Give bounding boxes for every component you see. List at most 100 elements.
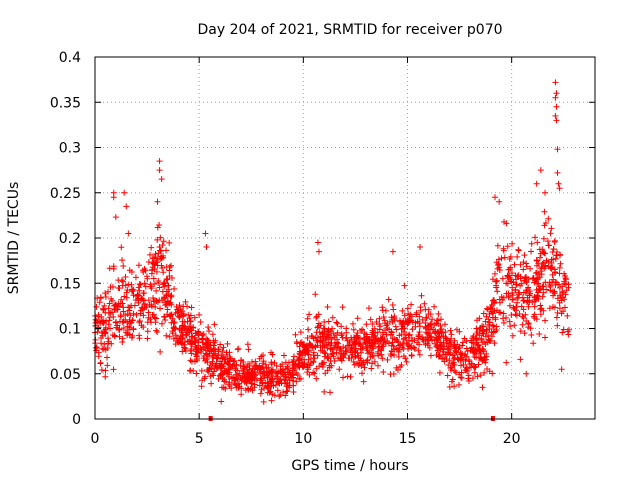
data-point bbox=[468, 345, 475, 352]
data-point bbox=[561, 278, 568, 285]
data-point bbox=[133, 311, 140, 318]
data-point bbox=[102, 373, 109, 380]
data-point bbox=[108, 295, 115, 302]
data-point bbox=[477, 372, 484, 379]
data-point bbox=[198, 383, 205, 390]
data-point bbox=[451, 383, 458, 390]
data-point bbox=[271, 392, 278, 399]
data-point bbox=[312, 343, 319, 350]
data-point bbox=[336, 345, 343, 352]
data-point bbox=[321, 342, 328, 349]
data-point bbox=[335, 355, 342, 362]
data-point bbox=[346, 355, 353, 362]
data-point bbox=[542, 279, 549, 286]
data-point bbox=[97, 294, 104, 301]
data-point bbox=[105, 321, 112, 328]
data-point bbox=[262, 361, 269, 368]
data-point bbox=[394, 337, 401, 344]
data-point bbox=[304, 315, 311, 322]
data-point bbox=[130, 286, 137, 293]
data-point bbox=[483, 313, 490, 320]
data-point bbox=[492, 278, 499, 285]
data-point bbox=[249, 374, 256, 381]
data-point bbox=[94, 328, 101, 335]
data-point bbox=[505, 293, 512, 300]
data-point bbox=[248, 358, 255, 365]
data-point bbox=[166, 300, 173, 307]
data-point bbox=[514, 273, 521, 280]
data-point bbox=[161, 280, 168, 287]
data-point bbox=[556, 185, 563, 192]
data-point bbox=[564, 312, 571, 319]
y-axis-label: SRMTID / TECUs bbox=[6, 182, 22, 295]
data-point bbox=[316, 363, 323, 370]
data-point bbox=[338, 323, 345, 330]
data-point bbox=[162, 317, 169, 324]
data-point bbox=[554, 169, 561, 176]
data-point bbox=[187, 340, 194, 347]
data-point bbox=[483, 305, 490, 312]
data-point bbox=[473, 325, 480, 332]
data-point bbox=[521, 252, 528, 259]
data-point bbox=[399, 307, 406, 314]
data-point bbox=[556, 299, 563, 306]
data-point bbox=[197, 318, 204, 325]
data-point bbox=[149, 311, 156, 318]
data-point bbox=[451, 367, 458, 374]
data-point bbox=[360, 359, 367, 366]
data-point bbox=[474, 373, 481, 380]
data-point bbox=[359, 359, 366, 366]
data-point bbox=[153, 287, 160, 294]
data-point bbox=[327, 328, 334, 335]
data-point bbox=[187, 367, 194, 374]
data-point bbox=[274, 387, 281, 394]
data-point bbox=[535, 295, 542, 302]
data-point bbox=[540, 307, 547, 314]
data-point bbox=[279, 370, 286, 377]
data-point bbox=[527, 265, 534, 272]
data-point bbox=[275, 368, 282, 375]
data-point bbox=[424, 334, 431, 341]
data-point bbox=[259, 364, 266, 371]
data-point bbox=[188, 327, 195, 334]
data-point bbox=[124, 287, 131, 294]
data-point bbox=[98, 340, 105, 347]
data-point bbox=[551, 290, 558, 297]
data-point bbox=[374, 338, 381, 345]
data-point bbox=[421, 300, 428, 307]
data-point bbox=[217, 358, 223, 365]
data-point bbox=[523, 263, 530, 270]
data-point bbox=[379, 355, 386, 362]
data-point bbox=[136, 280, 143, 287]
data-point bbox=[355, 361, 362, 368]
data-point bbox=[156, 167, 163, 174]
data-point bbox=[136, 317, 143, 324]
data-point bbox=[427, 352, 434, 359]
data-point bbox=[371, 358, 378, 365]
data-point bbox=[304, 361, 311, 368]
data-point bbox=[418, 292, 425, 299]
data-point bbox=[219, 371, 226, 378]
data-point bbox=[517, 275, 524, 282]
data-point bbox=[359, 326, 366, 333]
data-point bbox=[155, 279, 162, 286]
data-point bbox=[471, 353, 478, 360]
data-point bbox=[540, 259, 547, 266]
data-point bbox=[381, 317, 388, 324]
data-point bbox=[267, 378, 274, 385]
data-point bbox=[542, 334, 548, 341]
data-point bbox=[433, 343, 440, 350]
data-point bbox=[121, 189, 128, 196]
data-point bbox=[391, 352, 398, 359]
data-point bbox=[225, 365, 232, 372]
data-point bbox=[294, 340, 301, 347]
data-point bbox=[519, 321, 526, 328]
data-point bbox=[95, 313, 102, 320]
data-point bbox=[164, 276, 171, 283]
data-point bbox=[537, 306, 544, 313]
data-point bbox=[101, 341, 108, 348]
data-point bbox=[233, 371, 240, 378]
data-point bbox=[195, 342, 202, 349]
data-point bbox=[280, 352, 287, 359]
data-point bbox=[534, 239, 541, 246]
